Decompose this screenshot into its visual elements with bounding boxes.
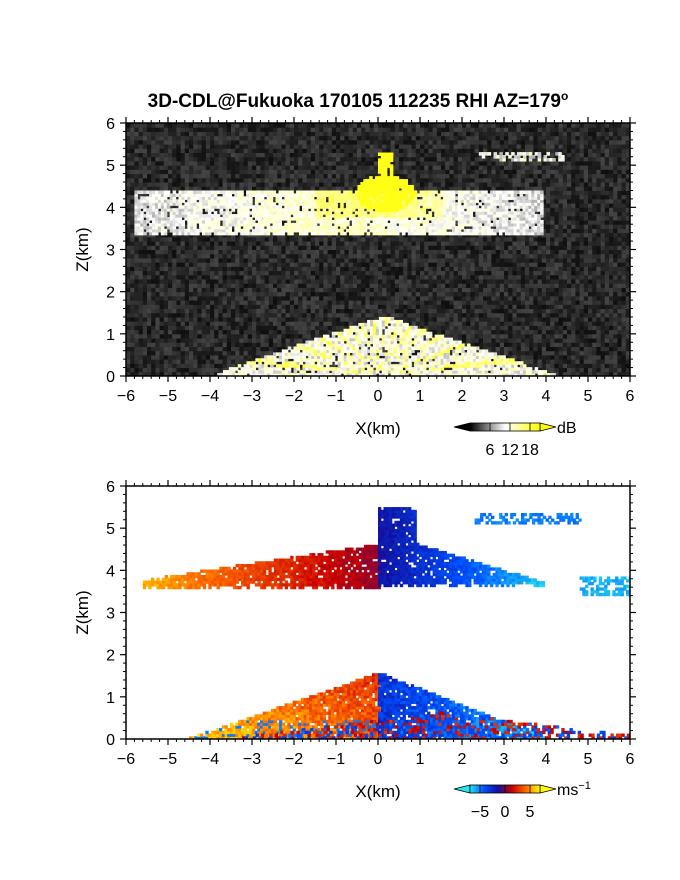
backscatter-colorbar-min-arrow bbox=[453, 422, 471, 432]
backscatter-xtick-label: 3 bbox=[500, 388, 509, 405]
velocity-colorbar-unit: ms−1 bbox=[557, 780, 591, 799]
backscatter-xtick-label: 0 bbox=[374, 388, 383, 405]
backscatter-ylabel: Z(km) bbox=[73, 227, 92, 271]
velocity-colorbar-max-arrow bbox=[539, 784, 557, 794]
velocity-colorbar-tick-label: 0 bbox=[501, 804, 510, 821]
backscatter-ytick-label: 5 bbox=[106, 158, 115, 175]
backscatter-xtick-label: 1 bbox=[416, 388, 425, 405]
backscatter-xtick-label: −2 bbox=[285, 388, 303, 405]
backscatter-colorbar bbox=[469, 422, 541, 432]
backscatter-xtick-label: 6 bbox=[626, 388, 635, 405]
velocity-xtick-label: −4 bbox=[201, 751, 219, 768]
velocity-xtick-label: 3 bbox=[500, 751, 509, 768]
backscatter-xtick-label: 5 bbox=[584, 388, 593, 405]
backscatter-ytick-label: 0 bbox=[106, 369, 115, 386]
velocity-colorbar-tick-label: 5 bbox=[526, 804, 535, 821]
backscatter-xtick-label: −5 bbox=[159, 388, 177, 405]
backscatter-colorbar-unit: dB bbox=[557, 420, 577, 437]
backscatter-ytick-label: 4 bbox=[106, 200, 115, 217]
velocity-xtick-label: 5 bbox=[584, 751, 593, 768]
backscatter-colorbar-tick-label: 6 bbox=[486, 442, 495, 459]
backscatter-xtick-label: −4 bbox=[201, 388, 219, 405]
backscatter-xtick-label: 4 bbox=[542, 388, 551, 405]
backscatter-ytick-label: 2 bbox=[106, 285, 115, 302]
velocity-xtick-label: −6 bbox=[117, 751, 135, 768]
velocity-ytick-label: 5 bbox=[106, 521, 115, 538]
backscatter-xtick-label: −6 bbox=[117, 388, 135, 405]
backscatter-xtick-label: −1 bbox=[327, 388, 345, 405]
velocity-xtick-label: −1 bbox=[327, 751, 345, 768]
velocity-xtick-label: 2 bbox=[458, 751, 467, 768]
velocity-xtick-label: −3 bbox=[243, 751, 261, 768]
velocity-ytick-label: 2 bbox=[106, 648, 115, 665]
velocity-ytick-label: 6 bbox=[106, 479, 115, 496]
title-degree-sup: o bbox=[561, 89, 568, 103]
velocity-ytick-label: 1 bbox=[106, 690, 115, 707]
title-text: 3D-CDL@Fukuoka 170105 112235 RHI AZ=179 bbox=[148, 91, 561, 112]
backscatter-xlabel: X(km) bbox=[355, 419, 400, 438]
velocity-colorbar-min-arrow bbox=[453, 784, 471, 794]
velocity-xtick-label: 6 bbox=[626, 751, 635, 768]
velocity-xtick-label: 4 bbox=[542, 751, 551, 768]
backscatter-xtick-label: 2 bbox=[458, 388, 467, 405]
backscatter-colorbar-max-arrow bbox=[539, 422, 557, 432]
velocity-colorbar-tick-label: −5 bbox=[471, 804, 489, 821]
velocity-ylabel: Z(km) bbox=[73, 590, 92, 634]
backscatter-field bbox=[126, 123, 630, 376]
velocity-xtick-label: −5 bbox=[159, 751, 177, 768]
velocity-ytick-label: 0 bbox=[106, 732, 115, 749]
figure-title: 3D-CDL@Fukuoka 170105 112235 RHI AZ=179o bbox=[148, 89, 569, 112]
backscatter-ytick-label: 3 bbox=[106, 243, 115, 260]
backscatter-ytick-label: 1 bbox=[106, 327, 115, 344]
velocity-ytick-label: 4 bbox=[106, 563, 115, 580]
backscatter-colorbar-tick-label: 18 bbox=[521, 442, 539, 459]
backscatter-ytick-label: 6 bbox=[106, 116, 115, 133]
velocity-xtick-label: −2 bbox=[285, 751, 303, 768]
velocity-field bbox=[142, 507, 630, 739]
backscatter-colorbar-tick-label: 12 bbox=[501, 442, 519, 459]
velocity-xtick-label: 0 bbox=[374, 751, 383, 768]
velocity-xtick-label: 1 bbox=[416, 751, 425, 768]
velocity-xlabel: X(km) bbox=[355, 782, 400, 801]
velocity-ytick-label: 3 bbox=[106, 606, 115, 623]
backscatter-xtick-label: −3 bbox=[243, 388, 261, 405]
